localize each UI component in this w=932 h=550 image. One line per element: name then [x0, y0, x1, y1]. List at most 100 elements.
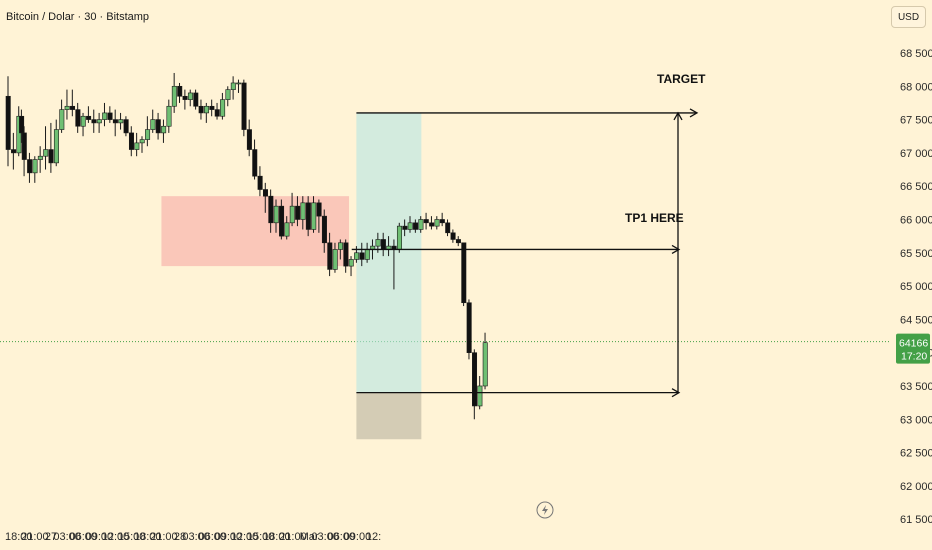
candle-body: [311, 202, 317, 230]
candle: [107, 106, 113, 123]
candle-body: [166, 105, 172, 127]
candle-body: [289, 205, 295, 224]
candle: [338, 239, 344, 260]
candle: [21, 126, 27, 177]
candle-body: [252, 149, 258, 177]
candle: [43, 126, 49, 170]
candle-body: [482, 342, 488, 387]
candle-body: [102, 112, 108, 120]
candle-body: [53, 129, 59, 164]
candle: [343, 239, 349, 273]
candle-body: [220, 99, 226, 117]
candle: [86, 106, 92, 123]
candle-body: [472, 352, 478, 407]
candle: [327, 232, 333, 277]
candle: [80, 112, 86, 137]
candle: [59, 99, 65, 133]
vertical-arrowhead: [673, 111, 683, 121]
candle-body: [375, 239, 381, 247]
candle: [279, 199, 285, 240]
y-tick-label: 62 500: [900, 448, 932, 460]
candle-body: [107, 112, 113, 120]
tp1-label: TP1 HERE: [625, 211, 684, 225]
x-tick-label: 06:00: [199, 531, 227, 543]
candle: [118, 112, 124, 130]
candle: [139, 136, 145, 153]
candle-body: [43, 149, 49, 157]
x-tick-label: 12:00: [231, 531, 259, 543]
candle-body: [321, 215, 327, 244]
candle-body: [327, 242, 333, 270]
candle: [32, 156, 38, 183]
annotations: [351, 108, 699, 398]
chart-title: Bitcoin / Dolar · 30 · Bitstamp: [6, 11, 149, 23]
candle-body: [396, 225, 402, 250]
candle: [37, 146, 43, 173]
price-badge-background: [896, 333, 930, 364]
candle: [102, 102, 108, 127]
candle: [75, 102, 81, 133]
candle-body: [257, 175, 263, 190]
currency-button[interactable]: USD: [891, 6, 926, 28]
candle: [182, 89, 188, 110]
candle: [321, 209, 327, 253]
candle: [19, 109, 25, 143]
candle-body: [434, 219, 440, 227]
flash-icon-bolt: [542, 505, 548, 515]
candle-body: [182, 95, 188, 100]
candle-body: [64, 105, 70, 110]
candle: [418, 216, 424, 233]
candle: [273, 199, 279, 233]
candle: [316, 199, 322, 233]
candle: [289, 192, 295, 227]
y-tick-label: 67 500: [900, 115, 932, 127]
candle: [300, 196, 306, 230]
candle: [284, 216, 290, 240]
candle: [209, 99, 215, 117]
candle-body: [139, 139, 145, 144]
candle: [11, 132, 17, 170]
y-tick-label: 65 500: [900, 248, 932, 260]
candle-body: [5, 95, 11, 150]
x-tick-label: 27: [45, 531, 57, 543]
tp1-arrowhead: [671, 244, 681, 255]
candle: [439, 212, 445, 227]
candle-body: [338, 242, 344, 250]
candle: [461, 242, 467, 307]
candle: [150, 109, 156, 133]
candle: [155, 112, 161, 140]
y-tick-label: 65 000: [900, 281, 932, 293]
long-position-tool[interactable]: [356, 112, 422, 440]
candle-body: [32, 159, 38, 174]
time-axis[interactable]: 18:0021:002703:0006:0009:0012:0015:0018:…: [5, 531, 381, 543]
candle-body: [268, 195, 274, 224]
y-tick-label: 63 000: [900, 414, 932, 426]
candle-body: [477, 385, 483, 407]
candle: [423, 212, 429, 230]
flash-icon[interactable]: [536, 501, 554, 519]
y-tick-label: 68 500: [900, 48, 932, 60]
candle: [241, 79, 247, 137]
candle-body: [413, 222, 419, 230]
candle-body: [209, 105, 215, 110]
y-tick-label: 68 000: [900, 81, 932, 93]
candle-body: [193, 92, 199, 107]
candle: [96, 112, 102, 133]
current-price-badge: 64166 17:20: [896, 333, 930, 364]
candle-body: [19, 115, 25, 134]
candle-body: [187, 92, 193, 100]
candle-body: [273, 205, 279, 224]
candle-body: [225, 89, 231, 100]
candle-body: [112, 119, 118, 124]
candle: [177, 82, 183, 103]
x-tick-label: 03:00: [311, 531, 339, 543]
candle-body: [21, 132, 27, 160]
candle: [305, 196, 311, 237]
candle-body: [439, 219, 445, 224]
candle: [171, 72, 177, 113]
candle: [214, 102, 220, 120]
candle: [482, 332, 488, 390]
candle-body: [343, 242, 349, 267]
